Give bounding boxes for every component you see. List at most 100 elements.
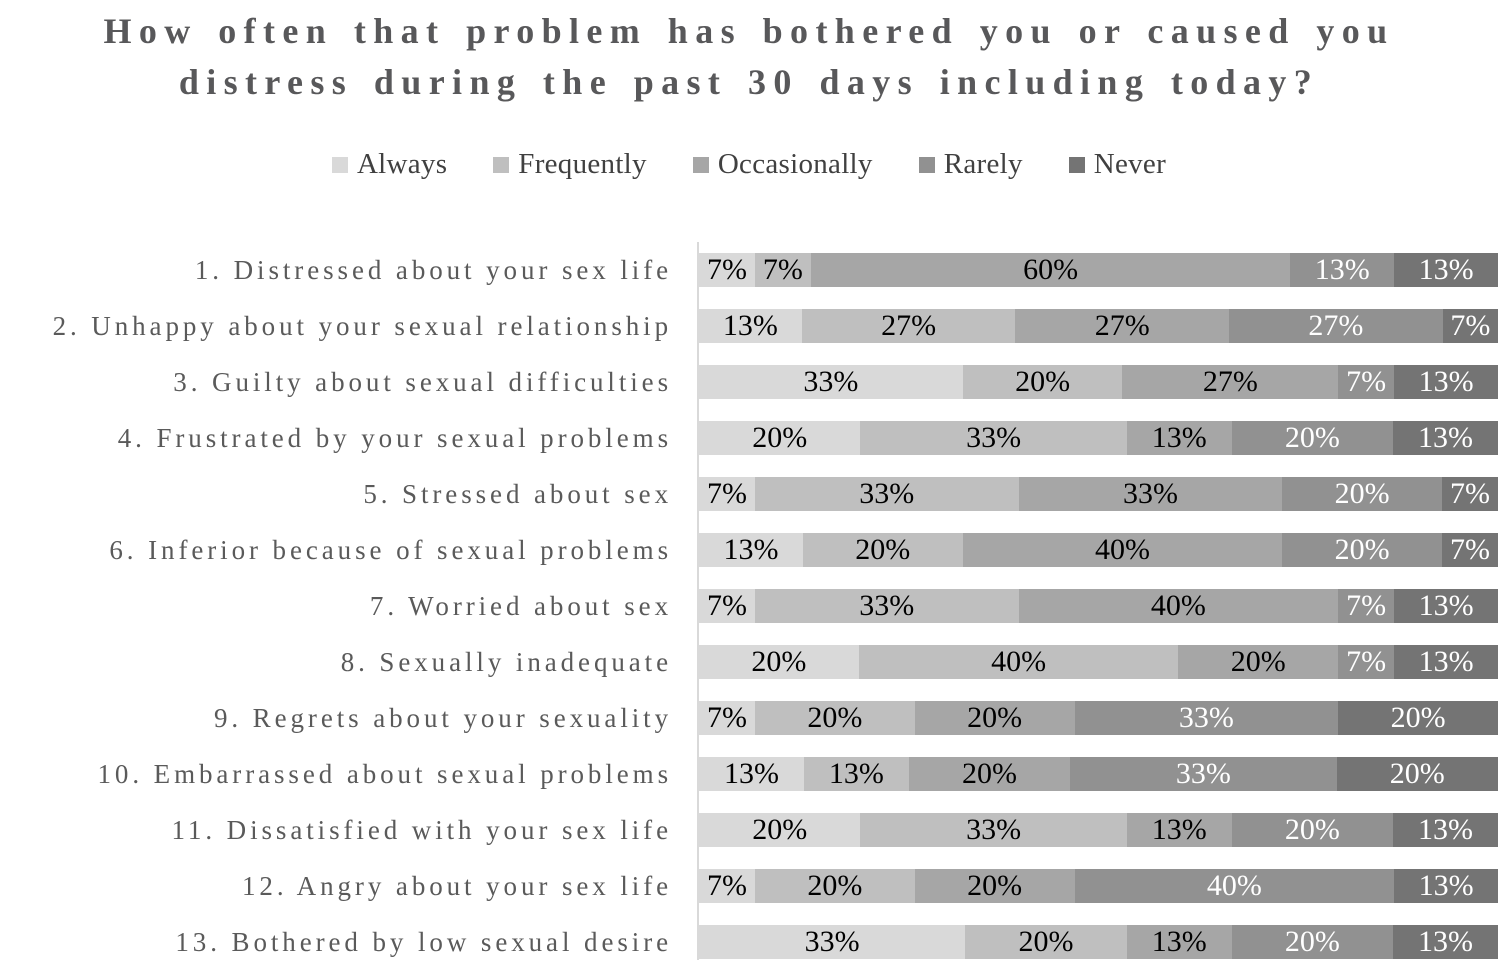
segment-value-label: 13% [722, 309, 778, 342]
legend-swatch-icon [692, 156, 709, 173]
segment-value-label: 20% [1390, 701, 1446, 734]
segment-value-label: 20% [751, 645, 807, 678]
chart-row: 2. Unhappy about your sexual relationshi… [0, 298, 1498, 354]
bar-segment-occasionally: 40% [1018, 589, 1339, 623]
legend-item-rarely: Rarely [918, 148, 1023, 181]
bar-segment-never: 13% [1394, 253, 1498, 287]
category-label: 5. Stressed about sex [363, 478, 672, 509]
bar-segment-occasionally: 20% [1178, 645, 1339, 679]
segment-value-label: 20% [807, 869, 863, 902]
bar-segment-never: 7% [1442, 309, 1498, 343]
bar-segment-always: 7% [699, 701, 755, 735]
stacked-bar: 13% 20% 40% 20% 7% [699, 533, 1498, 567]
legend-label: Frequently [518, 148, 647, 180]
segment-value-label: 20% [967, 869, 1023, 902]
segment-value-label: 13% [1418, 421, 1474, 454]
bar-segment-frequently: 27% [801, 309, 1016, 343]
bar-segment-frequently: 33% [754, 477, 1019, 511]
bar-segment-frequently: 7% [754, 253, 811, 287]
segment-value-label: 7% [1346, 645, 1387, 678]
segment-value-label: 33% [966, 813, 1022, 846]
chart-row: 9. Regrets about your sexuality 7% 20% 20% 3… [0, 690, 1498, 746]
bar-segment-rarely: 13% [1290, 253, 1395, 287]
stacked-bar: 7% 33% 40% 7% 13% [699, 589, 1498, 623]
segment-value-label: 20% [1284, 421, 1340, 454]
bar-segment-occasionally: 13% [1126, 813, 1232, 847]
bar-segment-rarely: 20% [1282, 533, 1443, 567]
segment-value-label: 13% [1418, 365, 1474, 398]
segment-value-label: 20% [962, 757, 1018, 790]
bar-segment-frequently: 13% [803, 757, 909, 791]
category-label: 2. Unhappy about your sexual relationshi… [52, 310, 672, 341]
bar-segment-frequently: 33% [860, 421, 1127, 455]
segment-value-label: 13% [1151, 421, 1207, 454]
chart-row: 10. Embarrassed about sexual problems 13%… [0, 746, 1498, 802]
bar-segment-rarely: 27% [1229, 309, 1443, 343]
segment-value-label: 27% [881, 309, 937, 342]
segment-value-label: 20% [1230, 645, 1286, 678]
bar-segment-never: 20% [1338, 701, 1498, 735]
bar-segment-rarely: 7% [1338, 365, 1395, 399]
stacked-bar: 33% 20% 13% 20% 13% [699, 925, 1498, 959]
bar-segment-occasionally: 20% [914, 869, 1075, 903]
bar-segment-rarely: 7% [1338, 645, 1395, 679]
segment-value-label: 13% [1151, 925, 1207, 958]
legend-item-never: Never [1068, 148, 1166, 181]
segment-value-label: 13% [1418, 645, 1474, 678]
bar-segment-never: 13% [1394, 365, 1498, 399]
segment-value-label: 20% [1284, 813, 1340, 846]
segment-value-label: 20% [1015, 365, 1071, 398]
segment-value-label: 7% [1450, 309, 1491, 342]
bar-segment-never: 7% [1442, 533, 1498, 567]
bar-segment-frequently: 40% [858, 645, 1179, 679]
bar-segment-never: 20% [1336, 757, 1498, 791]
stacked-bar: 20% 40% 20% 7% 13% [699, 645, 1498, 679]
bar-segment-occasionally: 27% [1122, 365, 1339, 399]
segment-value-label: 33% [803, 365, 859, 398]
bar-segment-never: 7% [1442, 477, 1498, 511]
segment-value-label: 20% [1284, 925, 1340, 958]
segment-value-label: 27% [1308, 309, 1364, 342]
bar-segment-frequently: 20% [754, 701, 915, 735]
segment-value-label: 13% [1418, 813, 1474, 846]
legend-label: Always [356, 148, 448, 180]
legend-swatch-icon [493, 156, 510, 173]
segment-value-label: 20% [1334, 477, 1390, 510]
category-label: 9. Regrets about your sexuality [213, 702, 672, 733]
segment-value-label: 7% [1346, 589, 1387, 622]
segment-value-label: 60% [1023, 253, 1079, 286]
segment-value-label: 13% [828, 757, 884, 790]
chart-title: How often that problem has bothered you … [0, 0, 1498, 108]
category-label: 3. Guilty about sexual difficulties [173, 366, 672, 397]
segment-value-label: 40% [1206, 869, 1262, 902]
bar-segment-always: 7% [699, 477, 755, 511]
legend-label: Rarely [943, 148, 1023, 180]
legend-swatch-icon [1068, 156, 1085, 173]
stacked-bar: 7% 20% 20% 40% 13% [699, 869, 1498, 903]
stacked-bar: 20% 33% 13% 20% 13% [699, 813, 1498, 847]
segment-value-label: 13% [1418, 869, 1474, 902]
segment-value-label: 27% [1094, 309, 1150, 342]
category-label: 6. Inferior because of sexual problems [109, 534, 672, 565]
chart-row: 13. Bothered by low sexual desire 33% 20% 1… [0, 914, 1498, 970]
category-label: 12. Angry about your sex life [242, 870, 672, 901]
chart-title-line1: How often that problem has bothered you … [103, 11, 1395, 51]
stacked-bar: 7% 20% 20% 33% 20% [699, 701, 1498, 735]
segment-value-label: 20% [752, 421, 808, 454]
segment-value-label: 33% [1175, 757, 1231, 790]
legend-swatch-icon [918, 156, 935, 173]
bar-segment-always: 13% [699, 757, 804, 791]
category-label: 1. Distressed about your sex life [194, 254, 672, 285]
chart-row: 12. Angry about your sex life 7% 20% 20% 40%… [0, 858, 1498, 914]
chart-row: 6. Inferior because of sexual problems 13… [0, 522, 1498, 578]
segment-value-label: 7% [1450, 477, 1491, 510]
bar-segment-never: 13% [1393, 421, 1498, 455]
legend-item-frequently: Frequently [493, 148, 647, 181]
segment-value-label: 33% [859, 589, 915, 622]
bar-segment-occasionally: 20% [908, 757, 1071, 791]
segment-value-label: 7% [706, 589, 747, 622]
bar-segment-occasionally: 40% [962, 533, 1283, 567]
bar-segment-rarely: 20% [1231, 925, 1394, 959]
segment-value-label: 40% [991, 645, 1047, 678]
stacked-bar: 13% 27% 27% 27% 7% [699, 309, 1498, 343]
